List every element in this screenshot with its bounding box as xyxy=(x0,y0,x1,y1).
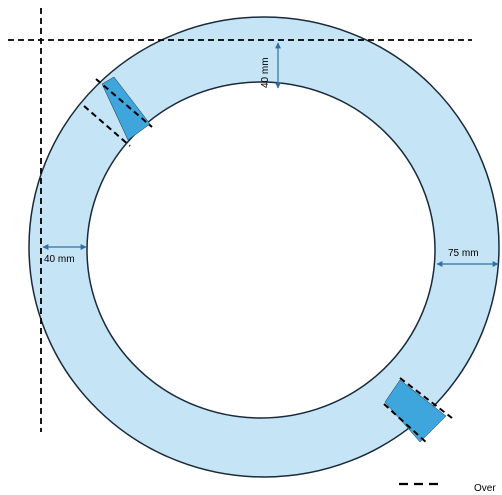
dimension-label-top: 40 mm xyxy=(260,57,271,88)
segment-upper-left-edge-1 xyxy=(95,78,153,128)
dimension-label-left: 40 mm xyxy=(44,254,75,265)
segment-lower-right xyxy=(384,379,447,443)
dimension-label-right: 75 mm xyxy=(448,248,479,259)
legend-label: Over xyxy=(474,483,496,494)
ring-shape xyxy=(28,16,500,478)
segment-lower-right-edge-1 xyxy=(399,377,453,419)
legend: Over xyxy=(399,482,496,494)
segment-upper-left-edge-2 xyxy=(83,105,131,147)
